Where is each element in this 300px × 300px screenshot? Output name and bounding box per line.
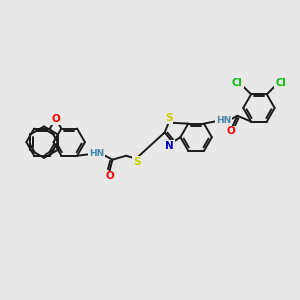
Text: HN: HN [216,116,231,125]
Text: Cl: Cl [275,78,286,88]
Text: O: O [226,127,235,136]
Text: S: S [133,157,141,166]
Text: O: O [51,114,60,124]
Text: S: S [165,113,172,123]
Text: HN: HN [89,149,104,158]
Text: Cl: Cl [232,78,243,88]
Text: N: N [165,141,174,151]
Text: O: O [105,171,114,182]
